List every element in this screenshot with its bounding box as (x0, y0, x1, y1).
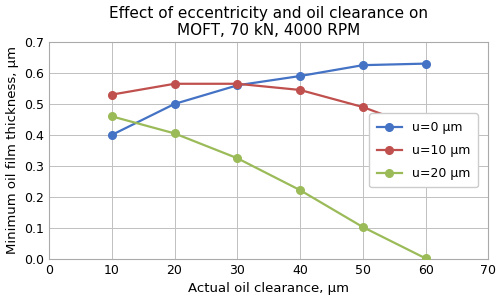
u=0 μm (359, 63, 365, 67)
u=10 μm (109, 93, 115, 96)
u=10 μm (359, 105, 365, 109)
u=10 μm (171, 82, 177, 85)
Title: Effect of eccentricity and oil clearance on
MOFT, 70 kN, 4000 RPM: Effect of eccentricity and oil clearance… (109, 5, 427, 38)
Line: u=0 μm: u=0 μm (108, 60, 429, 139)
Line: u=10 μm: u=10 μm (108, 80, 429, 134)
Legend: u=0 μm, u=10 μm, u=20 μm: u=0 μm, u=10 μm, u=20 μm (369, 113, 477, 188)
u=10 μm (234, 82, 240, 85)
X-axis label: Actual oil clearance, μm: Actual oil clearance, μm (188, 282, 349, 296)
u=0 μm (171, 102, 177, 106)
u=20 μm (109, 115, 115, 118)
u=20 μm (171, 132, 177, 135)
u=10 μm (422, 129, 428, 132)
u=20 μm (234, 157, 240, 160)
u=0 μm (297, 74, 303, 78)
u=20 μm (297, 188, 303, 192)
Y-axis label: Minimum oil film thickness, μm: Minimum oil film thickness, μm (6, 46, 19, 254)
u=20 μm (359, 225, 365, 229)
u=0 μm (234, 83, 240, 87)
u=10 μm (297, 88, 303, 92)
u=0 μm (422, 62, 428, 65)
u=0 μm (109, 133, 115, 137)
Line: u=20 μm: u=20 μm (108, 113, 429, 262)
u=20 μm (422, 256, 428, 260)
